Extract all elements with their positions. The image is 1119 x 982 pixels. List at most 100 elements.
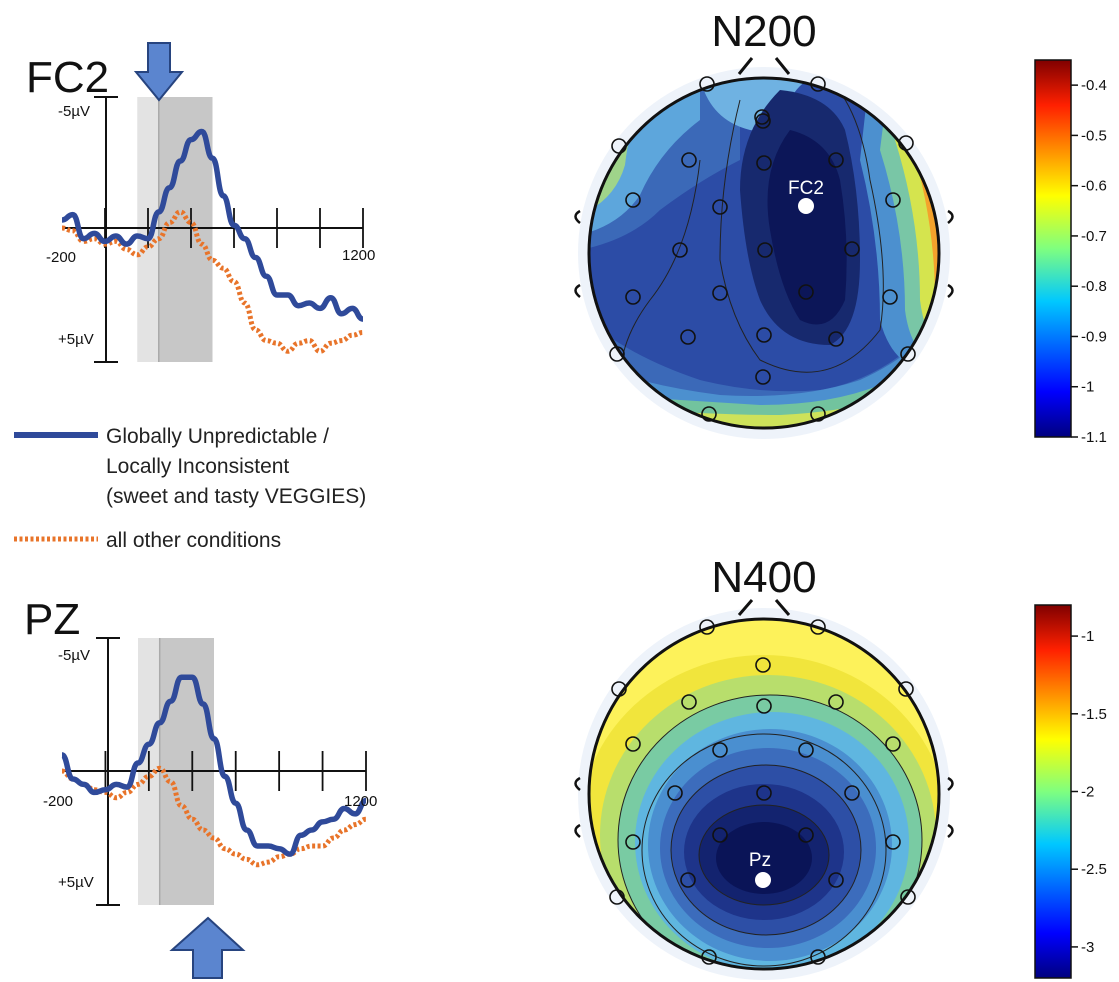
highlight-electrode-marker bbox=[755, 872, 771, 888]
electrode-marker bbox=[672, 242, 688, 258]
electrode-marker bbox=[810, 76, 826, 92]
colorbar-tick-label: -0.5 bbox=[1081, 127, 1107, 144]
electrode-marker bbox=[828, 331, 844, 347]
colorbar-tick-label: -0.4 bbox=[1081, 77, 1107, 94]
electrode-marker bbox=[756, 327, 772, 343]
electrode-marker bbox=[667, 785, 683, 801]
electrode-marker bbox=[885, 192, 901, 208]
colorbar-tick-label: -3 bbox=[1081, 939, 1094, 956]
highlight-electrode-label: FC2 bbox=[788, 178, 824, 199]
colorbar-gradient bbox=[1034, 59, 1072, 438]
colorbar-tick-label: -2.5 bbox=[1081, 861, 1107, 878]
electrode-marker bbox=[701, 406, 717, 422]
nose-icon bbox=[737, 57, 791, 75]
topomap-title: N200 bbox=[711, 7, 816, 56]
left-ear-icon bbox=[574, 209, 581, 298]
arrow-up-icon bbox=[169, 916, 246, 979]
colorbar-tick-label: -2 bbox=[1081, 784, 1094, 801]
electrode-marker bbox=[844, 241, 860, 257]
electrode-marker bbox=[798, 284, 814, 300]
erp-plot-pz: PZ -5µV +5µV -200 1200 bbox=[24, 595, 377, 979]
electrode-marker bbox=[755, 657, 771, 673]
electrode-marker bbox=[798, 827, 814, 843]
erp-plot-fc2: FC2 -5µV +5µV -200 1200 bbox=[26, 42, 375, 363]
y-bottom-label: +5µV bbox=[58, 331, 94, 348]
head-outline bbox=[587, 76, 941, 430]
topomap-n200: N200 FC2 bbox=[574, 7, 954, 439]
electrode-marker bbox=[828, 152, 844, 168]
electrode-marker bbox=[844, 785, 860, 801]
colorbar-n200: -0.4 -0.5 -0.6 -0.7 -0.8 -0.9 -1 -1.1 bbox=[1034, 59, 1107, 446]
y-bottom-label: +5µV bbox=[58, 874, 94, 891]
electrode-marker bbox=[611, 681, 627, 697]
colorbar-tick-label: -1.5 bbox=[1081, 706, 1107, 723]
legend: Globally Unpredictable / Locally Inconsi… bbox=[14, 425, 366, 552]
electrode-marker bbox=[680, 872, 696, 888]
electrode-marker bbox=[712, 199, 728, 215]
nose-icon bbox=[737, 599, 791, 616]
electrode-marker bbox=[757, 242, 773, 258]
x-end-label: 1200 bbox=[344, 793, 377, 810]
electrode-marker bbox=[810, 949, 826, 965]
topomap-n400: N400 Pz bbox=[574, 553, 954, 980]
electrode-marker bbox=[712, 285, 728, 301]
electrode-marker bbox=[681, 152, 697, 168]
topomap-title: N400 bbox=[711, 553, 816, 602]
x-end-label: 1200 bbox=[342, 247, 375, 264]
electrode-marker bbox=[701, 949, 717, 965]
line-globally-unpredictable bbox=[60, 674, 367, 857]
colorbar-tick-label: -0.9 bbox=[1081, 328, 1107, 345]
electrode-marker bbox=[885, 834, 901, 850]
electrode-marker bbox=[798, 742, 814, 758]
line-all-other-conditions bbox=[61, 765, 367, 868]
colorbar-gradient bbox=[1034, 604, 1072, 979]
electrode-marker bbox=[609, 889, 625, 905]
colorbar-ticks: -1 -1.5 -2 -2.5 -3 bbox=[1071, 628, 1107, 956]
electrode-marker bbox=[898, 135, 914, 151]
electrode-marker bbox=[609, 346, 625, 362]
electrode-markers bbox=[609, 619, 916, 965]
electrode-marker bbox=[625, 192, 641, 208]
colorbar-tick-label: -0.6 bbox=[1081, 178, 1107, 195]
electrode-label: FC2 bbox=[26, 53, 109, 102]
legend-label-line-3: (sweet and tasty VEGGIES) bbox=[106, 485, 366, 508]
colorbar-ticks: -0.4 -0.5 -0.6 -0.7 -0.8 -0.9 -1 -1.1 bbox=[1071, 77, 1107, 446]
x-start-label: -200 bbox=[43, 793, 73, 810]
legend-label-other: all other conditions bbox=[106, 529, 281, 552]
electrode-marker bbox=[756, 785, 772, 801]
line-all-other-conditions bbox=[61, 209, 364, 354]
electrode-marker bbox=[900, 889, 916, 905]
colorbar-tick-label: -1.1 bbox=[1081, 429, 1107, 446]
colorbar-tick-label: -0.7 bbox=[1081, 228, 1107, 245]
electrode-marker bbox=[699, 76, 715, 92]
colorbar-n400: -1 -1.5 -2 -2.5 -3 bbox=[1034, 604, 1107, 979]
electrode-marker bbox=[712, 742, 728, 758]
left-ear-icon bbox=[574, 776, 581, 838]
colorbar-tick-label: -1 bbox=[1081, 628, 1094, 645]
legend-label-line-1: Globally Unpredictable / bbox=[106, 425, 329, 448]
colorbar-tick-label: -0.8 bbox=[1081, 278, 1107, 295]
electrode-marker bbox=[755, 369, 771, 385]
x-start-label: -200 bbox=[46, 249, 76, 266]
electrode-marker bbox=[754, 109, 770, 125]
electrode-marker bbox=[756, 698, 772, 714]
electrode-marker bbox=[828, 694, 844, 710]
right-ear-icon bbox=[947, 776, 954, 838]
x-axis-ticks bbox=[104, 751, 367, 791]
head-outline bbox=[587, 617, 941, 971]
electrode-marker bbox=[810, 619, 826, 635]
electrode-marker bbox=[712, 827, 728, 843]
electrode-marker bbox=[828, 872, 844, 888]
electrode-markers bbox=[609, 76, 916, 422]
highlight-electrode-label: Pz bbox=[749, 850, 771, 871]
electrode-marker bbox=[900, 346, 916, 362]
electrode-marker bbox=[625, 736, 641, 752]
electrode-marker bbox=[810, 406, 826, 422]
electrode-marker bbox=[885, 736, 901, 752]
y-top-label: -5µV bbox=[58, 647, 90, 664]
electrode-marker bbox=[756, 155, 772, 171]
electrode-marker bbox=[625, 289, 641, 305]
legend-label-line-2: Locally Inconsistent bbox=[106, 455, 289, 478]
right-ear-icon bbox=[947, 209, 954, 298]
